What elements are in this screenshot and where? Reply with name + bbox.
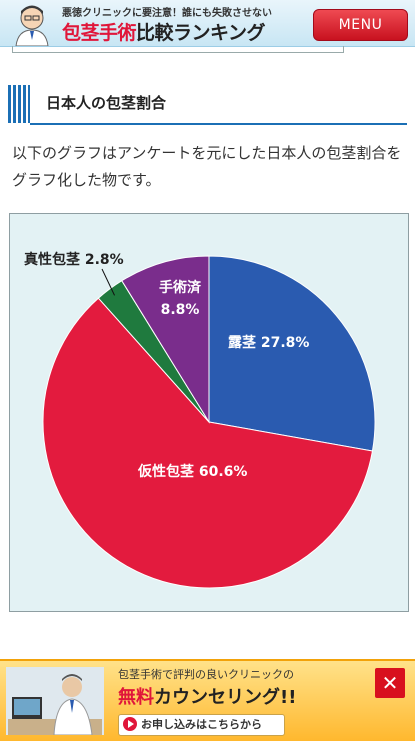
apply-button[interactable]: お申し込みはこちらから <box>118 714 285 736</box>
site-header: 悪徳クリニックに要注意！誰にも失敗させない 包茎手術比較ランキング MENU <box>0 0 415 47</box>
pie-label-1: 仮性包茎 60.6% <box>137 463 247 480</box>
doctor-mascot-icon <box>15 5 49 46</box>
banner-counseling-text: カウンセリング!! <box>154 687 297 708</box>
banner-headline: 無料カウンセリング!! <box>118 683 296 709</box>
intro-text: 以下のグラフはアンケートを元にした日本人の包茎割合をグラフ化した物です。 <box>12 144 402 189</box>
play-arrow-icon <box>123 717 137 731</box>
pie-label-2: 真性包茎 2.8% <box>24 251 124 268</box>
doctor-photo-icon <box>6 667 104 735</box>
counseling-banner[interactable]: 包茎手術で評判の良いクリニックの 無料カウンセリング!! お申し込みはこちらから <box>0 659 415 741</box>
pie-slice-0 <box>208 255 376 452</box>
pie-slice-3 <box>121 255 210 424</box>
pie-leader-line <box>101 268 115 296</box>
menu-button[interactable]: MENU <box>313 9 408 41</box>
apply-label: お申し込みはこちらから <box>141 718 262 731</box>
section-heading: 日本人の包茎割合 <box>8 85 407 125</box>
header-tagline: 悪徳クリニックに要注意！誰にも失敗させない <box>62 8 272 19</box>
logo-red-text: 包茎手術 <box>62 22 137 44</box>
pie-label-0: 露茎 27.8% <box>228 334 309 351</box>
banner-free-text: 無料 <box>118 687 154 708</box>
pie-chart-svg: 露茎 27.8% 仮性包茎 60.6% 真性包茎 2.8% 手術済 8.8% <box>24 251 376 589</box>
previous-section-frame <box>12 46 344 53</box>
heading-underline <box>30 123 407 125</box>
pie-slice-1 <box>42 297 374 589</box>
pie-label-3: 手術済 8.8% <box>159 279 202 318</box>
close-banner-button[interactable]: ✕ <box>375 668 405 698</box>
banner-subtitle: 包茎手術で評判の良いクリニックの <box>118 668 294 681</box>
site-logo[interactable]: 包茎手術比較ランキング <box>62 18 265 45</box>
logo-black-text: 比較ランキング <box>136 22 265 44</box>
heading-stripes-icon <box>8 85 30 123</box>
pie-chart: 露茎 27.8% 仮性包茎 60.6% 真性包茎 2.8% 手術済 8.8% <box>9 213 409 612</box>
section-title: 日本人の包茎割合 <box>46 94 167 112</box>
